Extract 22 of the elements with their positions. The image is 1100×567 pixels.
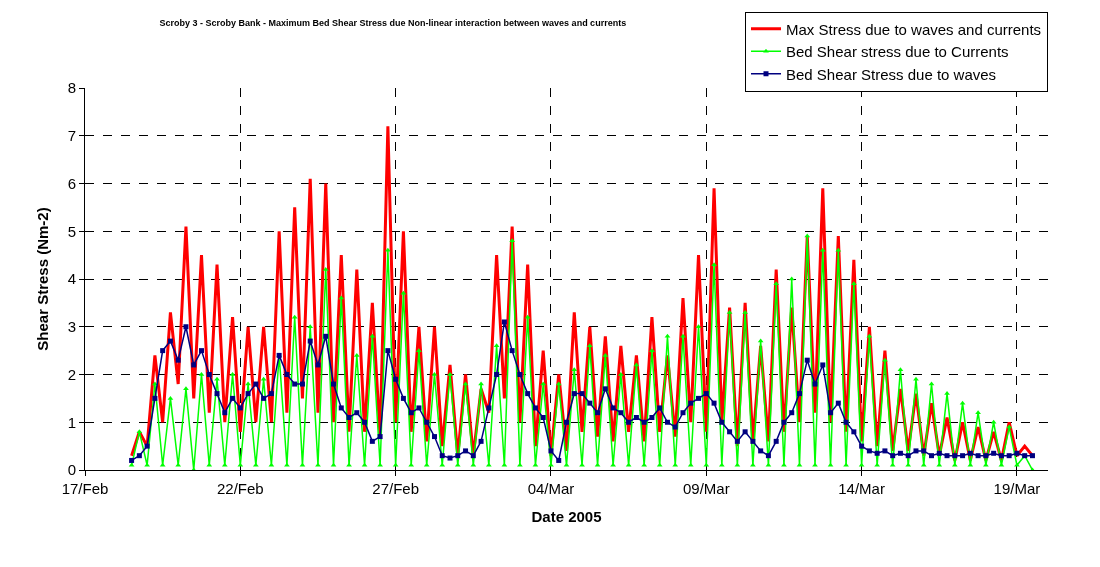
x-tick-label: 27/Feb [372, 480, 419, 497]
chart-title: Scroby 3 - Scroby Bank - Maximum Bed Shear Stress due Non-linear interaction between waves and currents [159, 18, 627, 29]
y-tick-label: 1 [67, 413, 76, 431]
x-axis-title: Date 2005 [531, 508, 602, 525]
legend-label: Bed Shear stress due to Currents [786, 43, 1009, 61]
y-tick-label: 8 [67, 79, 76, 97]
y-tick-label: 3 [67, 318, 76, 335]
y-tick-label: 4 [67, 270, 76, 288]
x-tick-label: 04/Mar [527, 480, 575, 497]
y-tick-label: 5 [67, 222, 76, 240]
y-axis-title: Shear Stress (Nm-2) [33, 207, 51, 351]
x-tick-label: 14/Mar [838, 480, 885, 497]
x-tick-label: 09/Mar [682, 480, 730, 497]
legend-label: Bed Shear Stress due to waves [786, 65, 997, 83]
y-tick-label: 6 [67, 174, 76, 192]
legend-label: Max Stress due to waves and currents [786, 20, 1042, 38]
y-tick-label: 0 [67, 461, 76, 479]
x-tick-label: 17/Feb [61, 480, 109, 497]
y-tick-label: 7 [67, 127, 76, 144]
x-tick-label: 19/Mar [993, 480, 1041, 497]
y-tick-label: 2 [67, 365, 76, 383]
x-tick-label: 22/Feb [216, 480, 264, 497]
